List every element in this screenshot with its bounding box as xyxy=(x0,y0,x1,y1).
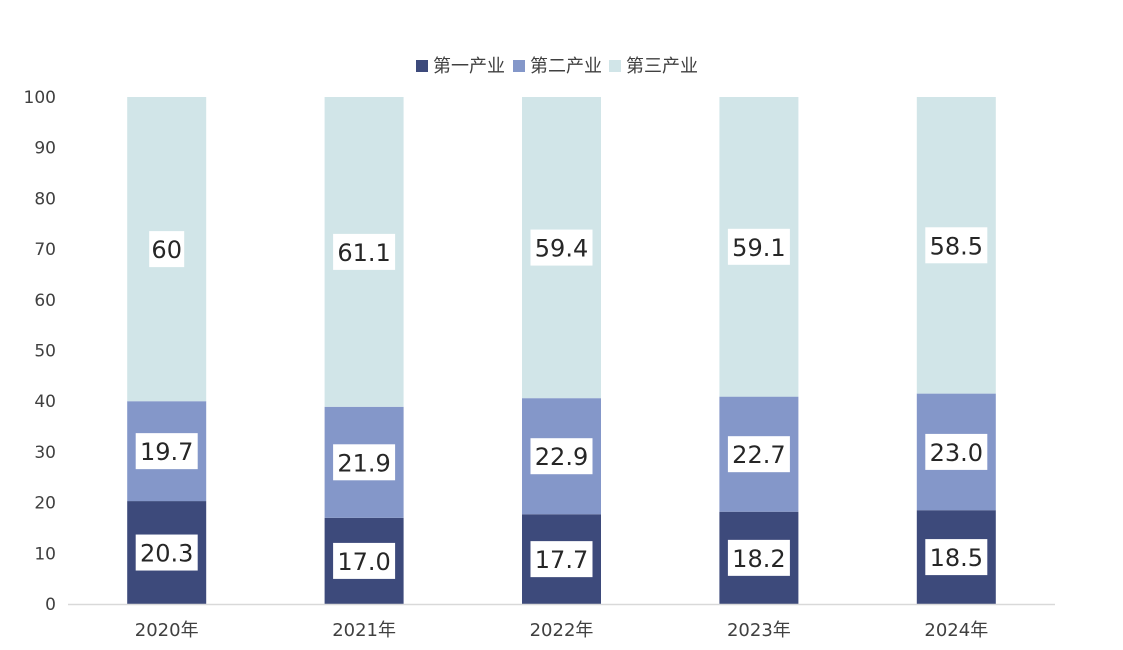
y-tick-label: 30 xyxy=(34,443,56,463)
y-tick-label: 20 xyxy=(34,494,56,514)
data-label: 21.9 xyxy=(337,449,390,477)
legend-label-1: 第一产业 xyxy=(433,56,505,77)
data-label: 18.2 xyxy=(732,545,785,573)
data-label-box xyxy=(135,433,198,470)
data-label: 59.4 xyxy=(535,235,588,263)
data-labels: 20.3 19.7 60 17.0 21.9 61.1 17.7 22.9 59.4 18.2 22… xyxy=(135,227,988,579)
legend-label-3: 第三产业 xyxy=(626,56,698,77)
data-label: 60 xyxy=(151,236,182,264)
y-tick-label: 100 xyxy=(24,88,56,108)
data-label: 22.9 xyxy=(535,443,588,471)
data-label-box xyxy=(925,433,988,470)
data-label: 20.3 xyxy=(140,540,193,568)
data-label-box xyxy=(925,227,988,264)
x-category-label: 2021年 xyxy=(332,620,396,641)
data-label-box xyxy=(333,444,396,481)
data-label: 58.5 xyxy=(930,232,983,260)
data-label: 61.1 xyxy=(337,239,390,267)
data-label-box xyxy=(333,542,396,579)
y-tick-label: 70 xyxy=(34,240,56,260)
data-label-box xyxy=(530,541,593,578)
bars xyxy=(127,97,996,604)
data-label-box xyxy=(135,534,198,571)
y-tick-label: 90 xyxy=(34,139,56,159)
data-label-box xyxy=(530,229,593,266)
data-label: 23.0 xyxy=(930,439,983,467)
data-label-box xyxy=(925,539,988,576)
legend: 第一产业 第二产业 第三产业 xyxy=(416,56,698,77)
data-label-box xyxy=(333,233,396,270)
data-label: 17.7 xyxy=(535,546,588,574)
x-axis: 2020年 2021年 2022年 2023年 2024年 xyxy=(68,603,1055,641)
data-label-box xyxy=(727,228,790,265)
y-tick-label: 0 xyxy=(45,595,56,615)
legend-swatch-2 xyxy=(513,60,525,72)
y-tick-label: 10 xyxy=(34,544,56,564)
legend-swatch-3 xyxy=(609,60,621,72)
data-label-box xyxy=(727,436,790,473)
data-label-box xyxy=(530,438,593,475)
x-category-label: 2022年 xyxy=(530,620,594,641)
x-category-label: 2023年 xyxy=(727,620,791,641)
y-tick-label: 40 xyxy=(34,392,56,412)
y-tick-label: 50 xyxy=(34,342,56,362)
y-tick-label: 60 xyxy=(34,291,56,311)
legend-swatch-1 xyxy=(416,60,428,72)
data-label-box xyxy=(727,539,790,576)
x-category-label: 2024年 xyxy=(924,620,988,641)
data-label: 59.1 xyxy=(732,234,785,262)
legend-label-2: 第二产业 xyxy=(530,56,602,77)
data-label: 22.7 xyxy=(732,441,785,469)
y-tick-label: 80 xyxy=(34,189,56,209)
x-category-label: 2020年 xyxy=(135,620,199,641)
data-label: 19.7 xyxy=(140,438,193,466)
data-label: 17.0 xyxy=(337,548,390,576)
data-label-box xyxy=(149,231,185,268)
y-axis: 0 10 20 30 40 50 60 70 80 90 100 xyxy=(24,88,56,615)
data-label: 18.5 xyxy=(930,544,983,572)
